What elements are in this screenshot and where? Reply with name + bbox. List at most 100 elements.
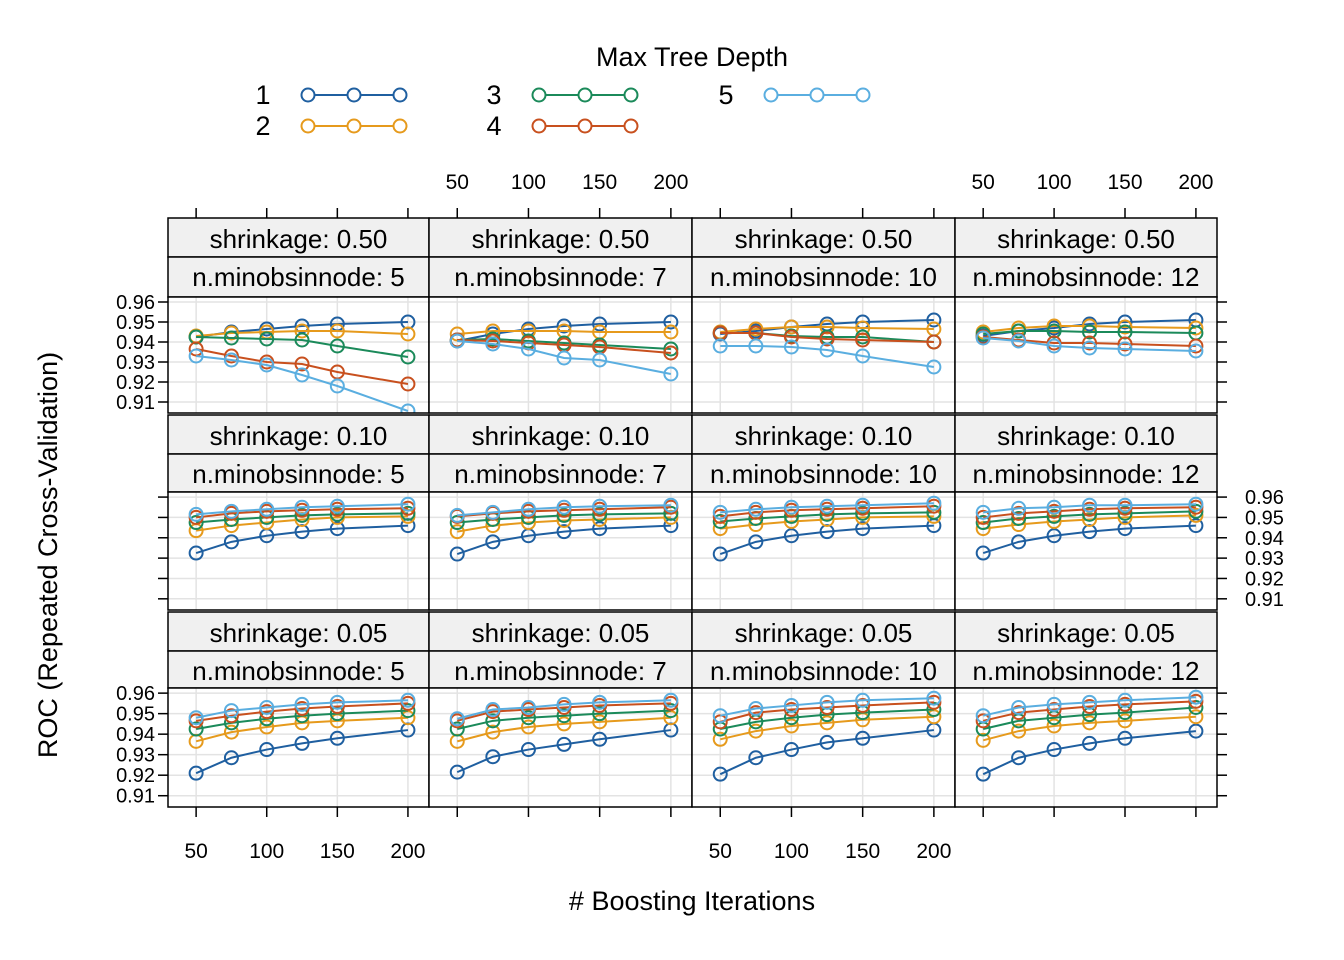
x-tick-label: 50	[184, 840, 207, 863]
data-point	[1117, 730, 1133, 746]
data-point	[223, 750, 239, 766]
data-point	[223, 503, 239, 519]
data-point	[223, 352, 239, 368]
data-point	[520, 341, 536, 357]
data-point	[188, 710, 204, 726]
data-point	[449, 721, 465, 737]
x-tick-label: 100	[249, 840, 284, 863]
data-point	[712, 766, 728, 782]
data-point	[520, 710, 536, 726]
y-tick-label: 0.93	[1245, 548, 1284, 570]
data-point	[400, 376, 416, 392]
strip-label: shrinkage: 0.10	[472, 421, 650, 451]
data-point	[556, 350, 572, 366]
data-point	[663, 324, 679, 340]
data-point	[1046, 528, 1062, 544]
strip-label: shrinkage: 0.10	[997, 421, 1175, 451]
data-point	[1046, 696, 1062, 712]
strip-bg	[954, 611, 1218, 652]
x-tick-label: 100	[511, 171, 546, 194]
data-point	[294, 507, 310, 523]
data-point	[712, 508, 728, 524]
data-point	[400, 349, 416, 365]
data-point	[1117, 521, 1133, 537]
data-point	[223, 708, 239, 724]
data-point	[556, 696, 572, 712]
data-point	[1011, 323, 1027, 339]
data-point	[592, 706, 608, 722]
data-point	[926, 694, 942, 710]
data-point	[748, 321, 764, 337]
series-group	[188, 496, 416, 561]
series-group	[712, 312, 942, 375]
data-point	[449, 764, 465, 780]
plot-area	[429, 297, 692, 413]
legend-marker	[623, 118, 639, 134]
legend-label: 5	[718, 80, 733, 110]
data-point	[819, 734, 835, 750]
data-point	[329, 698, 345, 714]
legend-marker	[855, 87, 871, 103]
data-point	[1082, 501, 1098, 517]
data-point	[556, 524, 572, 540]
x-tick-label: 200	[653, 171, 688, 194]
data-point	[1046, 508, 1062, 524]
panels: shrinkage: 0.50n.minobsinnode: 5shrinkag…	[167, 217, 1218, 808]
data-point	[748, 705, 764, 721]
data-point	[556, 716, 572, 732]
data-point	[1117, 336, 1133, 352]
strip-bg	[691, 453, 956, 493]
data-point	[188, 721, 204, 737]
data-point	[1082, 324, 1098, 340]
data-point	[926, 690, 942, 706]
x-tick-label: 200	[916, 840, 951, 863]
data-point	[485, 702, 501, 718]
data-point	[1117, 497, 1133, 513]
strip-bg	[167, 611, 430, 652]
legend-label: 3	[486, 80, 501, 110]
data-point	[329, 338, 345, 354]
y-tick-label: 0.92	[116, 765, 155, 787]
data-point	[975, 330, 991, 346]
data-point	[748, 750, 764, 766]
data-point	[1046, 499, 1062, 515]
data-point	[1046, 318, 1062, 334]
data-point	[1011, 333, 1027, 349]
data-point	[1188, 723, 1204, 739]
legend-entry-3: 3	[486, 80, 639, 110]
strip-bg	[428, 217, 693, 258]
x-tick-label: 150	[1107, 171, 1142, 194]
data-point	[855, 697, 871, 713]
data-point	[449, 524, 465, 540]
data-point	[975, 504, 991, 520]
strip-bg	[167, 256, 430, 298]
legend-title: Max Tree Depth	[596, 42, 788, 72]
legend-marker	[809, 87, 825, 103]
strip-label: shrinkage: 0.10	[210, 421, 388, 451]
data-point	[188, 341, 204, 357]
data-point	[329, 521, 345, 537]
panel: shrinkage: 0.50 n.minobsinnode: 12	[954, 217, 1218, 414]
data-point	[259, 331, 275, 347]
y-tick-label: 0.95	[116, 704, 155, 726]
data-point	[592, 521, 608, 537]
data-point	[520, 742, 536, 758]
y-tick-label: 0.94	[116, 724, 155, 746]
panel-border	[954, 687, 1218, 808]
y-tick-label: 0.96	[116, 292, 155, 314]
data-point	[1046, 702, 1062, 718]
data-point	[1082, 506, 1098, 522]
data-point	[449, 711, 465, 727]
data-point	[712, 514, 728, 529]
data-point	[188, 348, 204, 364]
data-point	[400, 692, 416, 708]
data-point	[1082, 715, 1098, 731]
series-group	[975, 312, 1204, 359]
strip-bg	[167, 453, 430, 493]
panel: shrinkage: 0.50 n.minobsinnode: 10	[691, 217, 956, 414]
data-point	[1046, 338, 1062, 354]
series-group	[188, 314, 416, 413]
data-point	[188, 545, 204, 561]
strip-label: shrinkage: 0.50	[472, 224, 650, 254]
